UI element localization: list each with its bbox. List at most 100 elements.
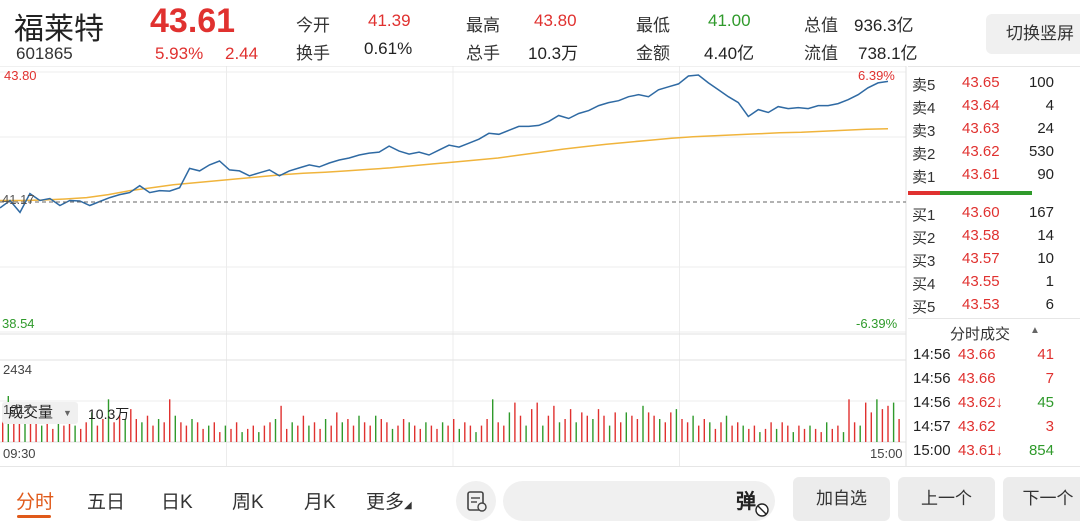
volume-bar — [636, 419, 639, 442]
volume-bar — [675, 409, 678, 442]
time-sales-title: 分时成交 — [950, 326, 1011, 343]
caret-down-icon: ▼ — [63, 408, 72, 419]
volume-bar — [569, 409, 572, 442]
volume-bar — [464, 422, 466, 442]
volume-bar — [581, 412, 583, 442]
volume-bar — [514, 402, 516, 442]
volume-bar — [469, 425, 472, 442]
volume-bar — [820, 432, 822, 442]
time-sales-header[interactable]: 分时成交 ▲ — [908, 318, 1080, 344]
volume-bar — [631, 415, 633, 442]
previous-stock-button[interactable]: 上一个 — [898, 477, 995, 521]
volume-bar — [603, 415, 605, 442]
volume-bar — [297, 425, 299, 442]
tab-intraday[interactable]: 分时 — [16, 492, 55, 513]
bid-row: 买1 43.60 167 — [912, 204, 1054, 224]
volume-bar — [291, 422, 293, 442]
volume-bar — [670, 412, 672, 442]
volume-bar — [742, 425, 744, 442]
volume-bar — [486, 419, 488, 442]
volume-bar — [592, 419, 594, 442]
volume-bar — [480, 425, 483, 442]
note-button[interactable] — [456, 481, 496, 521]
volume-bar — [625, 412, 627, 442]
volume-bar — [492, 399, 494, 442]
volume-bar — [52, 428, 54, 442]
switch-portrait-button[interactable]: 切换竖屏 — [986, 14, 1080, 54]
volume-bar — [659, 419, 661, 442]
volume-bar — [414, 425, 416, 442]
volume-bar — [397, 425, 399, 442]
volume-bar — [330, 425, 332, 442]
volume-bars — [2, 396, 900, 442]
volume-bar — [46, 419, 48, 442]
quote-header: 福莱特 601865 43.61 5.93% 2.44 今开 41.39 最高 … — [0, 0, 1080, 66]
volume-bar — [135, 419, 137, 442]
volume-bar — [447, 425, 449, 442]
volume-bar — [146, 415, 149, 442]
tab-monthly-k[interactable]: 月K — [304, 492, 336, 513]
volume-bar — [553, 405, 555, 442]
volume-bar — [258, 432, 260, 442]
volume-bar — [792, 432, 794, 442]
orderbook-ask-ratio-bar — [908, 191, 940, 195]
volume-bar — [525, 425, 527, 442]
time-sales-row: 14:57 43.62 3 — [913, 418, 1054, 435]
volume-bar — [798, 425, 800, 442]
volume-bar — [831, 428, 833, 442]
volume-bar — [247, 428, 249, 442]
volume-bar — [681, 419, 683, 442]
intraday-chart[interactable]: 43.80 6.39% 41.17 38.54 -6.39% 成交量 ▼ 10.3… — [0, 66, 908, 466]
volume-bar — [57, 422, 60, 442]
volume-bar — [430, 425, 433, 442]
danmu-input[interactable] — [503, 481, 775, 521]
tab-more[interactable]: 更多◢ — [366, 487, 412, 514]
danmu-toggle-button[interactable]: 弹 — [736, 491, 756, 513]
volume-bar — [475, 432, 477, 442]
volume-bar — [319, 428, 321, 442]
tab-weekly-k[interactable]: 周K — [232, 492, 264, 513]
volume-bar — [453, 419, 455, 442]
volume-bar — [642, 405, 644, 442]
add-watchlist-button[interactable]: 加自选 — [793, 477, 890, 521]
volume-bar — [436, 428, 438, 442]
volume-bar — [352, 425, 355, 442]
volume-bar — [703, 419, 705, 442]
stock-name: 福莱特 — [14, 13, 104, 46]
volume-bar — [898, 419, 900, 442]
volume-bar — [608, 425, 611, 442]
volume-bar — [80, 428, 82, 442]
volume-bar — [558, 422, 561, 442]
volume-bar — [536, 402, 538, 442]
volume-bar — [224, 425, 227, 442]
volume-bar — [130, 409, 132, 442]
time-sales-row: 14:56 43.62↓ 45 — [913, 394, 1054, 411]
volume-bar — [876, 399, 878, 442]
change-amount: 2.44 — [225, 44, 259, 63]
orderbook-bid-ratio-bar — [940, 191, 1032, 195]
volume-bar — [91, 412, 93, 442]
volume-bar — [386, 422, 388, 442]
average-price-line — [0, 128, 889, 202]
volume-bar — [380, 419, 382, 442]
volume-bar — [870, 412, 872, 442]
pct-top-label: 6.39% — [858, 68, 895, 83]
volume-bar — [497, 422, 499, 442]
volume-bar — [13, 409, 15, 442]
volume-bar — [575, 422, 577, 442]
volume-bar — [324, 419, 327, 442]
volume-bar — [881, 409, 884, 442]
volume-bar — [441, 422, 444, 442]
volume-bar — [74, 425, 76, 442]
tab-five-day[interactable]: 五日 — [87, 492, 126, 513]
next-stock-button[interactable]: 下一个 — [1003, 477, 1080, 521]
volume-bar — [770, 422, 772, 442]
tab-daily-k[interactable]: 日K — [161, 492, 193, 513]
volume-indicator-select[interactable]: 成交量 ▼ — [2, 402, 78, 424]
volume-bar — [408, 422, 410, 442]
volume-bar — [848, 399, 850, 442]
bid-row: 买5 43.53 6 — [912, 296, 1054, 316]
volume-bar — [586, 415, 588, 442]
volume-bar — [759, 432, 761, 442]
volume-bar — [185, 425, 188, 442]
